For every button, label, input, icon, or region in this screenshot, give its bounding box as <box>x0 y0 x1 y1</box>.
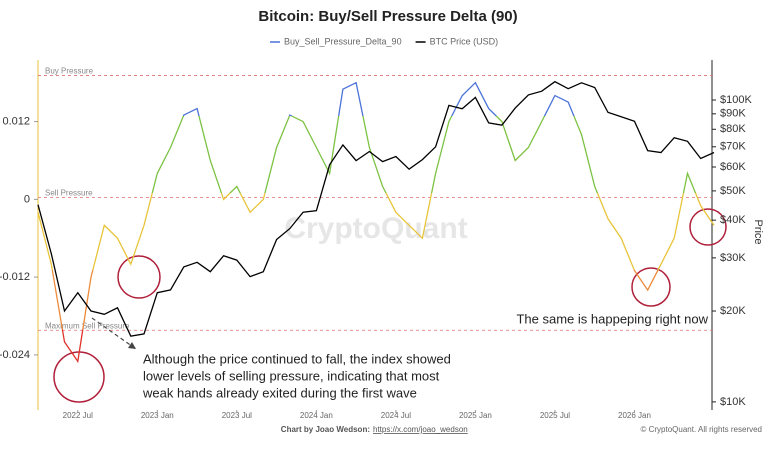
annotation: Although the price continued to fall, th… <box>143 351 451 366</box>
reference-label: Maximum Sell Pressure <box>45 321 130 330</box>
x-tick-label: 2025 Jan <box>459 411 492 420</box>
y2-tick-label: $80K <box>720 123 746 135</box>
footer-link[interactable]: https://x.com/joao_wedson <box>373 425 468 434</box>
y-tick-label: 0 <box>24 193 30 205</box>
chart-title: Bitcoin: Buy/Sell Pressure Delta (90) <box>258 8 517 25</box>
y2-tick-label: $30K <box>720 252 746 264</box>
highlight-circle <box>53 351 105 403</box>
legend-label: BTC Price (USD) <box>430 36 499 46</box>
annotation: The same is happeping right now <box>516 311 708 326</box>
highlight-circle <box>117 255 161 299</box>
y2-axis-title: Price <box>752 219 764 244</box>
y2-tick-label: $70K <box>720 141 746 153</box>
y2-tick-label: $100K <box>720 94 752 106</box>
y-tick-label: 0.012 <box>2 115 30 127</box>
annotation: weak hands already exited during the fir… <box>142 385 417 400</box>
series-line <box>37 80 715 337</box>
highlight-circle <box>631 267 671 307</box>
y2-tick-label: $50K <box>720 185 746 197</box>
y-tick-label: -0.012 <box>0 271 30 283</box>
series-line <box>37 81 715 364</box>
x-tick-label: 2022 Jul <box>63 411 93 420</box>
y2-tick-label: $20K <box>720 305 746 317</box>
x-tick-label: 2026 Jan <box>618 411 651 420</box>
copyright: © CryptoQuant. All rights reserved <box>641 425 763 434</box>
y2-tick-label: $10K <box>720 396 746 408</box>
x-tick-label: 2023 Jan <box>141 411 174 420</box>
y2-tick-label: $60K <box>720 161 746 173</box>
x-tick-label: 2025 Jul <box>540 411 570 420</box>
footer-credit: Chart by Joao Wedson: <box>281 425 370 434</box>
highlight-circle <box>689 208 727 246</box>
annotation: lower levels of selling pressure, indica… <box>143 368 440 383</box>
legend-label: Buy_Sell_Pressure_Delta_90 <box>284 36 402 46</box>
x-tick-label: 2024 Jan <box>300 411 333 420</box>
watermark: CryptoQuant <box>284 212 467 245</box>
y2-tick-label: $40K <box>720 214 746 226</box>
x-tick-label: 2024 Jul <box>381 411 411 420</box>
y-tick-label: -0.024 <box>0 349 30 361</box>
reference-label: Sell Pressure <box>45 189 93 198</box>
arrow <box>91 317 137 350</box>
reference-label: Buy Pressure <box>45 67 94 76</box>
arrow-head <box>128 342 136 349</box>
y2-tick-label: $90K <box>720 108 746 120</box>
x-tick-label: 2023 Jul <box>222 411 252 420</box>
